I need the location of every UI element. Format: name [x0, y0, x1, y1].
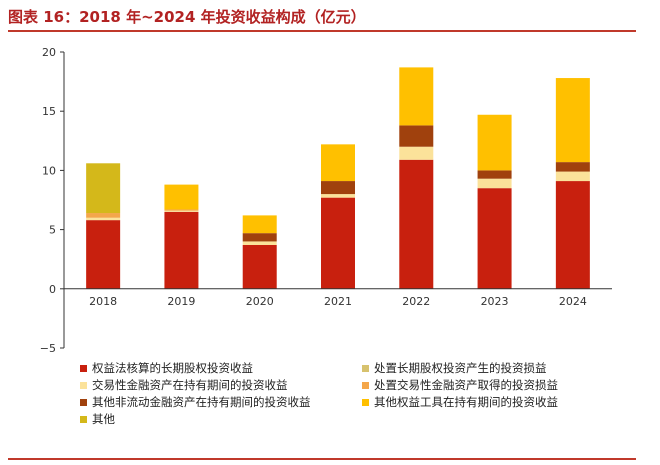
bar-segment	[321, 197, 355, 289]
bar-segment	[86, 163, 121, 214]
bar-segment	[242, 215, 277, 234]
bar-segment	[399, 146, 434, 160]
bar-segment	[555, 171, 590, 182]
y-tick-label: −5	[40, 342, 56, 355]
x-tick-label: 2019	[167, 295, 195, 308]
x-tick-label: 2022	[402, 295, 430, 308]
bar-segment	[164, 184, 199, 210]
bar-chart: −5 0 5 10 15 20 2018 2019 2020 2021 2022 2023 2024	[40, 46, 612, 355]
legend-swatch	[362, 398, 369, 406]
legend-label: 处置长期股权投资产生的投资损益	[374, 361, 547, 375]
legend-label: 其他非流动金融资产在持有期间的投资收益	[92, 395, 311, 409]
bottom-rule	[8, 458, 636, 460]
legend-item: 处置长期股权投资产生的投资损益	[362, 360, 547, 376]
bar-segment	[399, 125, 434, 147]
y-tick-label: 15	[42, 105, 56, 118]
legend-swatch	[362, 364, 369, 372]
legend-item: 处置交易性金融资产取得的投资损益	[362, 377, 558, 393]
legend-label: 交易性金融资产在持有期间的投资收益	[92, 378, 288, 392]
bar-segment	[86, 217, 121, 221]
bar-segment	[399, 67, 434, 126]
legend-item: 权益法核算的长期股权投资收益	[80, 360, 253, 376]
bar-segment	[242, 233, 277, 242]
bar-segment	[164, 209, 199, 211]
x-tick-label: 2018	[89, 295, 117, 308]
y-tick-label: 20	[42, 46, 56, 59]
bar-segment	[321, 194, 355, 198]
y-tick-label: 10	[42, 164, 56, 177]
legend-label: 处置交易性金融资产取得的投资损益	[374, 378, 558, 392]
legend-swatch	[362, 381, 369, 389]
bar-segment	[242, 244, 277, 289]
y-tick-label: 0	[49, 283, 56, 296]
y-tick-label: 5	[49, 224, 56, 237]
legend-swatch	[80, 364, 87, 372]
legend-swatch	[80, 415, 87, 423]
x-tick-label: 2023	[481, 295, 509, 308]
bar-segment	[477, 170, 512, 179]
chart-title: 图表 16：2018 年~2024 年投资收益构成（亿元）	[8, 8, 366, 26]
x-tick-label: 2021	[324, 295, 352, 308]
top-rule	[8, 30, 636, 32]
legend-item: 交易性金融资产在持有期间的投资收益	[80, 377, 288, 393]
bar-segment	[477, 188, 512, 289]
legend-item: 其他权益工具在持有期间的投资收益	[362, 394, 558, 410]
bar-segment	[399, 159, 434, 289]
bar-segment	[86, 220, 121, 289]
legend-label: 权益法核算的长期股权投资收益	[92, 361, 253, 375]
bar-segment	[477, 114, 512, 171]
legend-swatch	[80, 398, 87, 406]
x-tick-label: 2020	[246, 295, 274, 308]
legend-item: 其他	[80, 411, 115, 427]
bar-segment	[321, 181, 355, 195]
bar-segment	[242, 241, 277, 245]
bar-segment	[555, 181, 590, 289]
bar-segment	[555, 78, 590, 163]
x-tick-label: 2024	[559, 295, 587, 308]
bar-segment	[321, 144, 355, 182]
bar-segment	[477, 178, 512, 189]
bar-segment	[86, 213, 121, 218]
bar-segment	[555, 162, 590, 172]
bar-segment	[164, 211, 199, 289]
legend-swatch	[80, 381, 87, 389]
bar-segment	[164, 210, 199, 212]
legend-label: 其他权益工具在持有期间的投资收益	[374, 395, 558, 409]
legend-label: 其他	[92, 412, 115, 426]
legend-item: 其他非流动金融资产在持有期间的投资收益	[80, 394, 311, 410]
